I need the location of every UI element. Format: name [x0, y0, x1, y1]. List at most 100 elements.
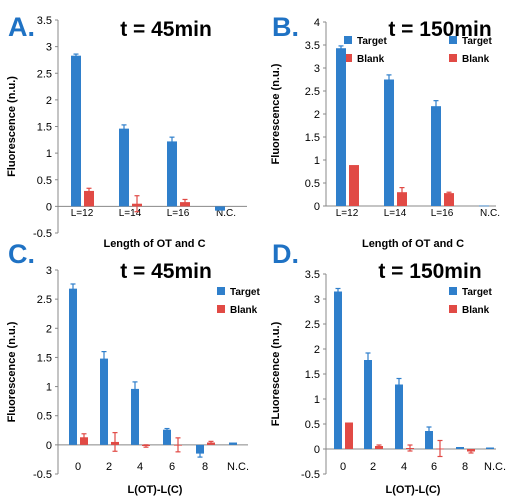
legend-swatch-target	[449, 36, 457, 44]
bar-target	[431, 106, 441, 206]
y-tick-label: -0.5	[33, 469, 52, 481]
panel-letter: A.	[8, 12, 35, 42]
x-category-label: L=14	[384, 208, 407, 219]
y-tick-label: 4	[314, 17, 320, 29]
bar-target	[163, 429, 171, 445]
y-tick-label: 2	[46, 95, 52, 107]
panel-letter: B.	[272, 12, 299, 42]
legend-label: Target	[230, 287, 260, 298]
x-category-label: N.C.	[480, 208, 500, 219]
legend-label: Target	[462, 36, 492, 47]
legend-swatch-target	[217, 287, 225, 295]
y-tick-label: 2	[314, 109, 320, 121]
x-axis-title: L(OT)-L(C)	[386, 484, 441, 496]
y-tick-label: 3	[46, 265, 52, 277]
y-tick-label: 3	[314, 63, 320, 75]
x-axis-title: Length of OT and C	[362, 238, 464, 250]
y-tick-label: 0.5	[305, 419, 320, 431]
x-category-label: N.C.	[216, 208, 236, 219]
x-category-label: N.C.	[484, 461, 506, 473]
legend: Target Blank	[217, 287, 260, 316]
y-tick-label: 3	[314, 294, 320, 306]
y-tick-label: 1	[314, 155, 320, 167]
y-tick-label: 1	[46, 148, 52, 160]
bar-target	[215, 206, 225, 211]
y-tick-label: 2	[46, 323, 52, 335]
legend-swatch-blank	[449, 305, 457, 313]
legend-swatch-blank	[344, 54, 352, 62]
x-category-label: 4	[401, 461, 407, 473]
legend-label: Target	[462, 287, 492, 298]
legend-swatch-target	[344, 36, 352, 44]
legend-label: Blank	[462, 305, 490, 316]
bar-blank	[349, 165, 359, 206]
x-category-label: L=14	[119, 208, 142, 219]
x-category-label: 8	[202, 461, 208, 473]
y-tick-label: 1.5	[305, 369, 320, 381]
bar-target	[69, 288, 77, 445]
y-tick-label: -0.5	[33, 228, 52, 240]
x-category-label: L=12	[71, 208, 94, 219]
y-tick-label: 0.5	[37, 175, 52, 187]
legend: Target Blank	[449, 287, 492, 316]
legend-swatch-blank	[217, 305, 225, 313]
y-tick-label: 0	[314, 444, 320, 456]
y-tick-label: 1	[314, 394, 320, 406]
bar-target	[456, 447, 464, 449]
bar-target	[119, 128, 129, 207]
bar-target	[384, 79, 394, 206]
legend-label: Blank	[230, 305, 258, 316]
bar-target	[364, 360, 372, 449]
x-category-label: N.C.	[227, 461, 249, 473]
bar-target	[336, 48, 346, 206]
legend-swatch-blank	[449, 54, 457, 62]
x-category-label: 6	[169, 461, 175, 473]
x-category-label: 2	[106, 461, 112, 473]
x-category-label: L=12	[336, 208, 359, 219]
x-category-label: 2	[370, 461, 376, 473]
bar-target	[486, 447, 494, 449]
y-tick-label: 2.5	[305, 86, 320, 98]
y-tick-label: 1.5	[37, 122, 52, 134]
y-tick-label: 2.5	[305, 319, 320, 331]
x-category-label: 8	[462, 461, 468, 473]
bar-target	[479, 205, 489, 207]
y-tick-label: 1.5	[37, 352, 52, 364]
bar-target	[167, 141, 177, 207]
y-tick-label: 3.5	[37, 15, 52, 27]
chart-panel-a: A. t = 45min -0.5 0 0.5 1 1.5 2 2.5 3 3.5 Fluoresce…	[6, 12, 387, 250]
y-tick-label: 2.5	[37, 68, 52, 80]
bar-target	[334, 291, 342, 449]
chart-panel-d: D. t = 150min -0.5 0 0.5 1 1.5 2 2.5 3 3.5 FLuoresc…	[270, 239, 506, 496]
legend-swatch-target	[449, 287, 457, 295]
chart-panel-b: B. t = 150min 0 0.5 1 1.5 2 2.5 3 3.5 4 Fluorescenc…	[270, 12, 500, 250]
y-axis-title: Fluorescence (n.u.)	[270, 63, 282, 164]
x-category-label: 4	[137, 461, 143, 473]
bar-blank	[345, 422, 353, 449]
y-tick-label: 1	[46, 382, 52, 394]
y-tick-label: 0	[314, 201, 320, 213]
y-axis-title: FLuorescence (n.u.)	[270, 321, 282, 426]
x-category-label: 6	[431, 461, 437, 473]
legend-label: Blank	[462, 54, 490, 65]
x-category-label: 0	[340, 461, 346, 473]
panel-letter: C.	[8, 239, 35, 269]
legend: Target Blank	[344, 36, 387, 65]
y-tick-label: 1.5	[305, 132, 320, 144]
chart-title: t = 45min	[120, 18, 212, 41]
chart-panel-c: C. t = 45min -0.5 0 0.5 1 1.5 2 2.5 3 Fluorescence…	[6, 239, 260, 496]
y-tick-label: 2	[314, 344, 320, 356]
x-category-label: L=16	[167, 208, 190, 219]
bar-target	[425, 431, 433, 449]
x-axis-title: Length of OT and C	[103, 238, 205, 250]
bar-target	[196, 444, 204, 454]
chart-title: t = 45min	[120, 260, 212, 283]
y-tick-label: 3.5	[305, 40, 320, 52]
y-tick-label: 3.5	[305, 269, 320, 281]
bar-blank	[397, 192, 407, 206]
bar-target	[229, 442, 237, 445]
y-axis-title: Fluorescence (n.u.)	[6, 321, 18, 422]
legend: Target Blank	[449, 36, 492, 65]
bar-target	[100, 358, 108, 445]
